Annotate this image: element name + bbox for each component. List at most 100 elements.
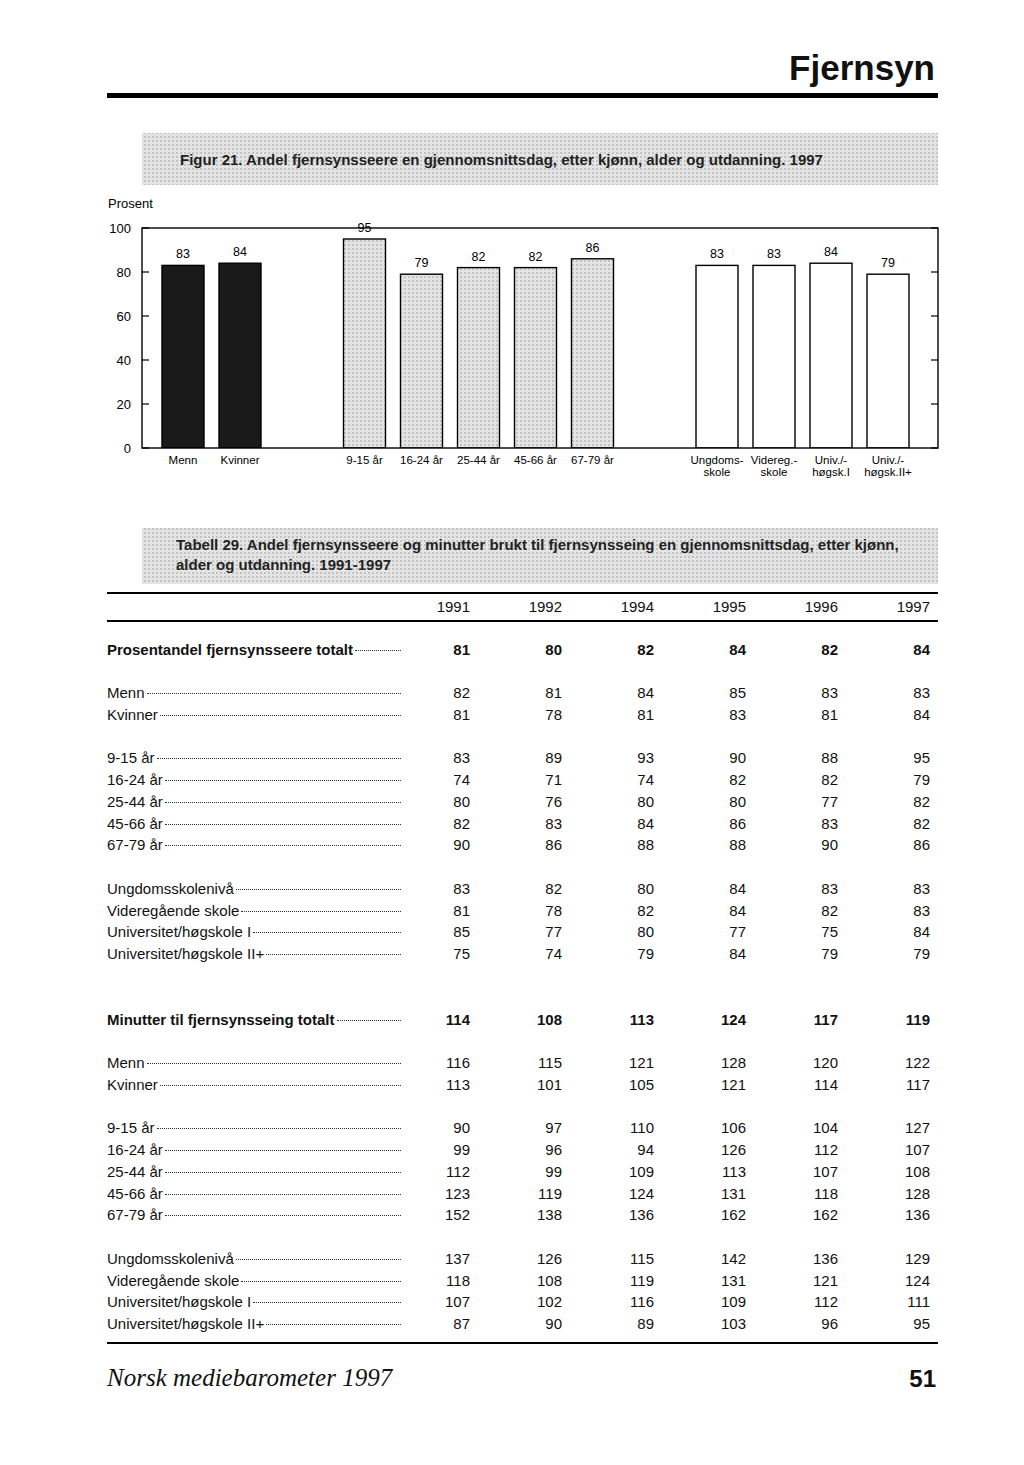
cell: 86 [860,836,930,853]
leader-dots [337,1020,401,1021]
y-tick [142,359,149,360]
y-tick-label: 0 [124,441,131,456]
x-tick-label-line: skole [761,466,788,478]
cell: 83 [492,815,562,832]
row-label: Ungdomsskolenivå [107,1250,234,1267]
page: FjernsynFigur 21. Andel fjernsynsseere e… [0,0,1024,1465]
cell: 81 [400,641,470,658]
cell: 84 [676,641,746,658]
row-label-cell: Menn [107,684,405,701]
cell: 121 [768,1272,838,1289]
cell: 126 [492,1250,562,1267]
cell: 96 [768,1315,838,1332]
row-label: 9-15 år [107,1119,155,1136]
row-label-cell: 67-79 år [107,836,405,853]
cell: 114 [400,1011,470,1028]
cell: 95 [860,749,930,766]
x-tick-label: 25-44 år [457,454,500,466]
cell: 103 [676,1315,746,1332]
publication-name: Norsk mediebarometer 1997 [107,1364,392,1392]
leader-dots [165,1172,401,1173]
cell: 79 [860,771,930,788]
cell: 90 [400,1119,470,1136]
data-label: 86 [586,241,600,255]
cell: 99 [492,1163,562,1180]
cell: 115 [492,1054,562,1071]
chart-title-banner [142,133,938,185]
row-label: 25-44 år [107,793,163,810]
cell: 88 [676,836,746,853]
cell: 90 [768,836,838,853]
cell: 136 [584,1206,654,1223]
table-rule [107,620,938,622]
x-tick-label-line: Ungdoms- [690,454,743,466]
x-tick-label: 9-15 år [346,454,383,466]
bar [344,239,386,448]
x-tick-label-line: Univ./- [815,454,848,466]
cell: 138 [492,1206,562,1223]
data-label: 82 [529,250,543,264]
cell: 83 [768,880,838,897]
leader-dots [266,954,401,955]
cell: 112 [400,1163,470,1180]
cell: 112 [768,1141,838,1158]
row-label: Universitet/høgskole II+ [107,945,264,962]
cell: 74 [492,945,562,962]
cell: 83 [400,749,470,766]
row-label-cell: 9-15 år [107,1119,405,1136]
row-label: Kvinner [107,1076,158,1093]
cell: 94 [584,1141,654,1158]
cell: 110 [584,1119,654,1136]
cell: 119 [492,1185,562,1202]
x-tick-label-line: Menn [169,454,198,466]
cell: 120 [768,1054,838,1071]
cell: 75 [768,923,838,940]
y-tick-label: 40 [117,353,131,368]
x-tick-label: 16-24 år [400,454,443,466]
leader-dots [160,1085,401,1086]
leader-dots [165,824,401,825]
row-label-cell: 25-44 år [107,1163,405,1180]
row-label-cell: 16-24 år [107,1141,405,1158]
data-label: 79 [881,256,895,270]
row-label: 25-44 år [107,1163,163,1180]
cell: 80 [584,880,654,897]
leader-dots [165,845,401,846]
cell: 101 [492,1076,562,1093]
cell: 131 [676,1185,746,1202]
cell: 102 [492,1293,562,1310]
leader-dots [147,693,401,694]
cell: 123 [400,1185,470,1202]
row-label-cell: 16-24 år [107,771,405,788]
bar [696,265,738,448]
cell: 152 [400,1206,470,1223]
row-label-cell: 25-44 år [107,793,405,810]
cell: 82 [676,771,746,788]
table-rule [107,592,938,594]
row-label: 45-66 år [107,1185,163,1202]
plot-frame [142,228,938,448]
y-tick [931,315,938,316]
cell: 81 [768,706,838,723]
cell: 78 [492,902,562,919]
cell: 77 [768,793,838,810]
cell: 89 [492,749,562,766]
cell: 97 [492,1119,562,1136]
header-rule [107,93,938,98]
cell: 84 [584,684,654,701]
row-label: Videregående skole [107,902,239,919]
x-tick-label-line: 16-24 år [400,454,443,466]
x-tick-label-line: Kvinner [221,454,260,466]
cell: 105 [584,1076,654,1093]
y-tick-label: 100 [109,221,131,236]
cell: 111 [860,1293,930,1310]
row-label-cell: Videregående skole [107,1272,405,1289]
cell: 106 [676,1119,746,1136]
cell: 142 [676,1250,746,1267]
cell: 121 [584,1054,654,1071]
column-header: 1996 [768,598,838,615]
cell: 117 [768,1011,838,1028]
row-label-cell: Ungdomsskolenivå [107,880,405,897]
bar [572,259,614,448]
cell: 90 [676,749,746,766]
